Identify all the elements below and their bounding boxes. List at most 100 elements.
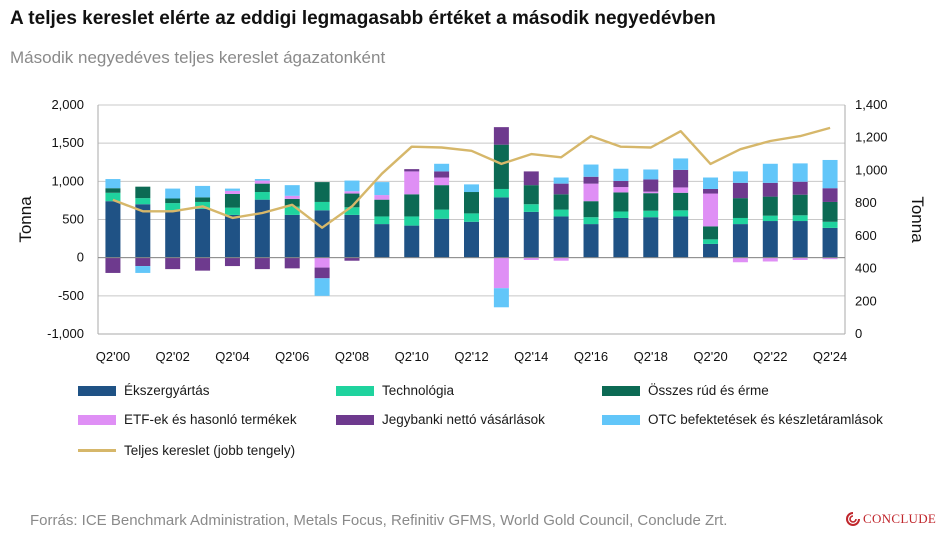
x-tick-label: Q2'14 <box>514 349 548 364</box>
bar-segment <box>822 257 838 260</box>
bar-segment <box>643 191 659 194</box>
bar-segment <box>224 214 240 258</box>
bar-segment <box>344 207 360 215</box>
bar-segment <box>762 163 778 183</box>
bar-segment <box>553 216 569 258</box>
bar-segment <box>643 210 659 218</box>
bar-segment <box>434 209 450 219</box>
x-tick-label: Q2'24 <box>813 349 847 364</box>
bar-segment <box>643 169 659 180</box>
legend-item-central-banks: Jegybanki nettó vásárlások <box>336 412 545 427</box>
legend-swatch-bars-coins <box>602 385 640 396</box>
bar-segment <box>583 201 599 218</box>
legend-label-bars-coins: Összes rúd és érme <box>648 383 769 398</box>
x-tick-label: Q2'22 <box>753 349 787 364</box>
bar-segment <box>464 221 479 258</box>
bar-segment <box>344 180 360 192</box>
bar-segment <box>224 190 240 194</box>
bar-segment <box>822 188 838 202</box>
legend-swatch-etf <box>78 414 116 425</box>
bar-segment <box>374 224 390 258</box>
y-tick-label: -1,000 <box>47 326 84 341</box>
y-axis-title: Tonna <box>16 196 35 243</box>
bar-segment <box>434 185 450 210</box>
bar-segment <box>284 257 300 269</box>
bar-segment <box>105 201 121 258</box>
bar-segment <box>553 177 569 184</box>
bar-segment <box>314 210 330 258</box>
y2-tick-label: 400 <box>855 261 877 276</box>
bar-segment <box>195 208 211 258</box>
bar-segment <box>703 226 719 240</box>
legend-swatch-technology <box>336 385 374 396</box>
bar-segment <box>254 180 270 184</box>
bar-segment <box>673 169 689 188</box>
bar-segment <box>613 168 629 181</box>
bar-segment <box>105 188 121 193</box>
bar-segment <box>464 184 479 193</box>
bar-segment <box>703 243 719 258</box>
legend-label-total-demand: Teljes kereslet (jobb tengely) <box>124 443 296 458</box>
bar-segment <box>374 216 390 225</box>
x-tick-label: Q2'10 <box>395 349 429 364</box>
y-tick-label: 1,500 <box>51 135 84 150</box>
bar-segment <box>792 257 808 260</box>
bar-segment <box>135 257 151 267</box>
bar-segment <box>434 177 450 186</box>
bar-segment <box>822 201 838 222</box>
bar-segment <box>732 224 748 258</box>
y2-tick-label: 1,400 <box>855 97 888 112</box>
x-tick-label: Q2'16 <box>574 349 608 364</box>
bar-segment <box>314 267 330 279</box>
bar-segment <box>523 204 539 212</box>
bar-segment <box>374 182 390 196</box>
bar-segment <box>284 185 300 196</box>
x-tick-label: Q2'06 <box>275 349 309 364</box>
bar-segment <box>822 227 838 258</box>
bar-segment <box>105 257 121 273</box>
legend-item-bars-coins: Összes rúd és érme <box>602 383 769 398</box>
x-tick-label: Q2'18 <box>634 349 668 364</box>
bar-segment <box>553 183 569 195</box>
bar-segment <box>135 186 151 199</box>
bar-segment <box>165 257 181 270</box>
y-tick-label: 2,000 <box>51 97 84 112</box>
legend-swatch-jewellery <box>78 385 116 396</box>
bar-segment <box>673 158 689 170</box>
legend-label-jewellery: Ékszergyártás <box>124 383 210 398</box>
bar-segment <box>643 193 659 211</box>
brand-logo: CONCLUDE <box>846 511 936 527</box>
bar-segment <box>165 203 181 211</box>
bar-segment <box>404 171 420 195</box>
bar-segment <box>135 204 151 258</box>
bar-segment <box>254 257 270 270</box>
bar-segment <box>493 188 509 198</box>
bar-segment <box>254 199 270 258</box>
bar-segment <box>732 217 748 225</box>
bar-segment <box>553 194 569 210</box>
bar-segment <box>732 171 748 183</box>
legend-item-technology: Technológia <box>336 383 454 398</box>
legend-item-total-demand: Teljes kereslet (jobb tengely) <box>78 443 295 458</box>
x-tick-label: Q2'04 <box>215 349 249 364</box>
bar-segment <box>284 206 300 215</box>
bar-segment <box>762 221 778 258</box>
bar-segment <box>165 198 181 204</box>
bar-segment <box>344 257 360 261</box>
legend-label-central-banks: Jegybanki nettó vásárlások <box>382 412 545 427</box>
bar-segment <box>762 215 778 222</box>
bar-segment <box>792 221 808 258</box>
legend-swatch-central-banks <box>336 414 374 425</box>
bar-segment <box>224 188 240 191</box>
bar-segment <box>344 214 360 258</box>
bar-segment <box>792 163 808 182</box>
bar-segment <box>523 257 539 260</box>
bar-segment <box>732 198 748 218</box>
y2-tick-label: 1,200 <box>855 130 888 145</box>
bar-segment <box>523 171 539 186</box>
x-tick-label: Q2'20 <box>693 349 727 364</box>
bar-segment <box>703 239 719 244</box>
bar-segment <box>732 182 748 199</box>
bar-segment <box>762 182 778 197</box>
bar-segment <box>493 127 509 145</box>
